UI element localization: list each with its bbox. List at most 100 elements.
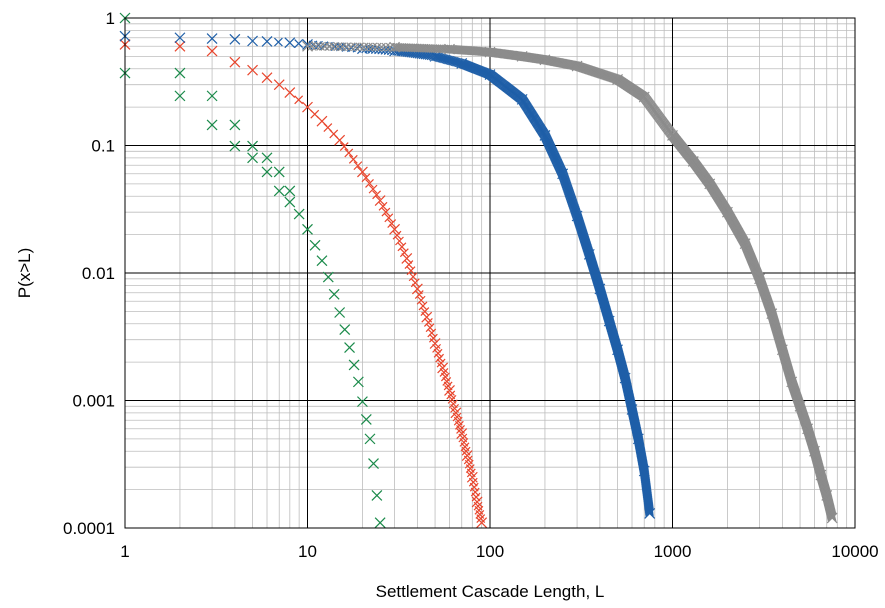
data-point	[406, 266, 416, 276]
data-point	[428, 333, 438, 343]
data-point	[284, 185, 296, 197]
data-point	[374, 517, 386, 529]
data-point	[316, 255, 328, 267]
data-point	[206, 119, 218, 131]
data-point	[360, 414, 372, 425]
data-point	[368, 458, 379, 470]
data-point	[414, 290, 424, 300]
data-point	[384, 213, 394, 223]
data-point	[387, 219, 397, 229]
data-point	[309, 239, 321, 251]
data-point	[471, 496, 483, 508]
data-point	[329, 42, 339, 51]
y-tick-label: 0.0001	[63, 519, 115, 538]
data-point	[294, 39, 304, 49]
data-point	[401, 253, 413, 264]
y-tick-label: 0.001	[72, 392, 115, 411]
data-point	[261, 72, 273, 84]
data-point	[377, 42, 386, 52]
data-point	[311, 41, 321, 51]
data-point	[247, 140, 258, 152]
series	[302, 40, 838, 524]
data-point	[307, 41, 317, 51]
data-point	[174, 32, 186, 44]
data-point	[427, 328, 437, 338]
data-point	[302, 40, 313, 52]
data-point	[357, 166, 368, 178]
data-point	[247, 35, 258, 47]
data-point	[423, 318, 433, 327]
data-point	[324, 42, 334, 51]
data-point	[411, 283, 423, 295]
data-point	[371, 490, 383, 501]
data-point	[374, 195, 386, 206]
data-point	[644, 505, 654, 515]
data-point	[418, 301, 428, 311]
data-point	[365, 178, 374, 188]
data-point	[364, 433, 376, 445]
data-point	[334, 134, 346, 146]
data-point	[378, 201, 388, 211]
data-point	[461, 450, 473, 461]
x-axis-title: Settlement Cascade Length, L	[376, 582, 605, 601]
x-axis-ticks: 1 10 100 1000 10000	[120, 542, 878, 561]
data-point	[389, 223, 400, 235]
data-point	[206, 45, 218, 57]
plot-border	[124, 17, 856, 529]
data-point	[339, 324, 351, 335]
data-point	[229, 119, 241, 131]
data-point	[404, 260, 414, 269]
data-point	[229, 56, 241, 68]
data-point	[359, 42, 369, 52]
data-point	[273, 166, 285, 178]
y-tick-label: 0.01	[82, 264, 115, 283]
data-point	[247, 64, 258, 76]
data-point	[444, 384, 455, 396]
data-point	[342, 42, 352, 52]
data-point	[344, 148, 354, 158]
data-point	[322, 271, 334, 283]
data-point	[645, 507, 654, 517]
data-point	[284, 37, 296, 49]
data-point	[174, 90, 186, 102]
x-tick-label: 10000	[831, 542, 878, 561]
data-point	[410, 278, 420, 288]
data-point	[247, 152, 258, 164]
data-point	[174, 67, 186, 79]
data-point	[644, 508, 656, 519]
data-point	[206, 33, 218, 44]
data-point	[372, 42, 382, 52]
data-point	[261, 166, 273, 178]
data-point	[316, 42, 325, 51]
data-point	[416, 295, 426, 305]
data-point	[344, 342, 355, 354]
y-tick-label: 0.1	[91, 137, 115, 156]
data-point	[339, 142, 349, 151]
data-point	[364, 42, 373, 52]
data-point	[273, 185, 285, 197]
data-point	[392, 230, 402, 240]
data-point	[284, 196, 296, 208]
data-point	[350, 42, 360, 52]
data-point	[450, 407, 462, 419]
data-point	[348, 359, 360, 371]
data-point	[337, 42, 347, 52]
data-point	[328, 288, 340, 300]
data-point	[273, 37, 283, 47]
data-point	[432, 343, 441, 353]
data-series	[119, 12, 838, 529]
x-tick-label: 10	[298, 542, 317, 561]
y-tick-label: 1	[106, 9, 115, 28]
data-point	[229, 33, 241, 45]
series	[119, 12, 386, 529]
data-point	[229, 140, 241, 152]
data-point	[355, 42, 365, 52]
data-point	[320, 42, 330, 51]
data-point	[826, 512, 838, 524]
data-point	[261, 36, 273, 47]
data-point	[435, 353, 445, 363]
data-point	[425, 323, 435, 333]
data-point	[293, 208, 305, 220]
data-point	[645, 506, 654, 516]
